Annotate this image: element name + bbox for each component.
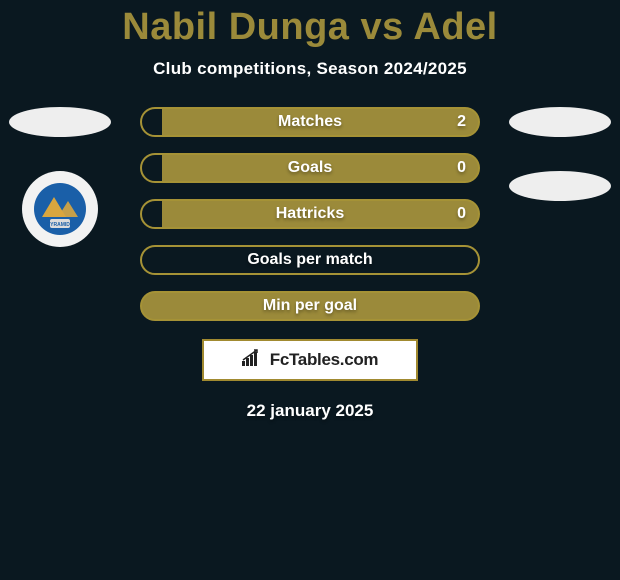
page-subtitle: Club competitions, Season 2024/2025 <box>0 59 620 79</box>
club-crest: PYRAMIDS <box>22 171 98 247</box>
pyramids-icon: PYRAMIDS <box>32 181 88 237</box>
stat-value-right: 2 <box>457 113 466 131</box>
stat-pill: Hattricks 0 <box>140 199 480 229</box>
stat-label: Goals <box>288 159 332 177</box>
chart-icon <box>242 349 264 372</box>
stat-label: Min per goal <box>263 297 357 315</box>
brand-text: FcTables.com <box>270 350 379 370</box>
date-text: 22 january 2025 <box>0 401 620 421</box>
svg-text:PYRAMIDS: PYRAMIDS <box>47 222 74 228</box>
stat-pill: Matches 2 <box>140 107 480 137</box>
comparison-content: PYRAMIDS Matches 2 Goals 0 Hattricks 0 Goals p… <box>0 107 620 421</box>
stat-label: Goals per match <box>247 251 372 269</box>
avatar-placeholder <box>9 107 111 137</box>
avatar-placeholder <box>509 107 611 137</box>
avatar-placeholder <box>509 171 611 201</box>
stat-pill: Goals 0 <box>140 153 480 183</box>
stat-value-right: 0 <box>457 205 466 223</box>
stat-label: Hattricks <box>276 205 344 223</box>
brand-box[interactable]: FcTables.com <box>202 339 418 381</box>
stat-value-right: 0 <box>457 159 466 177</box>
right-avatar-column <box>500 107 620 201</box>
left-avatar-column: PYRAMIDS <box>0 107 120 247</box>
stat-pill: Goals per match <box>140 245 480 275</box>
stat-pill: Min per goal <box>140 291 480 321</box>
stat-pill-stack: Matches 2 Goals 0 Hattricks 0 Goals per match M… <box>140 107 480 321</box>
page-title: Nabil Dunga vs Adel <box>0 0 620 49</box>
stat-label: Matches <box>278 113 342 131</box>
